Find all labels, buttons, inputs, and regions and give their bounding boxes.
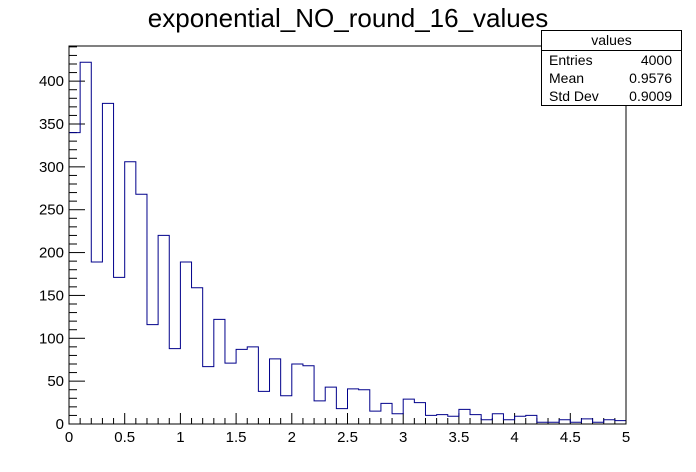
y-tick-label: 250 [39, 202, 64, 219]
x-tick-label: 4 [510, 429, 518, 446]
y-tick-label: 300 [39, 159, 64, 176]
x-tick-label: 2.5 [337, 429, 358, 446]
stats-value: 4000 [640, 52, 672, 68]
x-tick-label: 0.5 [114, 429, 135, 446]
x-tick-label: 4.5 [560, 429, 581, 446]
stats-box-title: values [542, 31, 681, 51]
y-tick-label: 150 [39, 287, 64, 304]
chart-title: exponential_NO_round_16_values [147, 3, 549, 33]
stats-label: Mean [549, 70, 585, 86]
plot-frame [68, 45, 627, 425]
x-tick-label: 3.5 [448, 429, 469, 446]
x-tick-label: 1 [176, 429, 184, 446]
stats-label: Entries [549, 52, 593, 68]
x-tick-label: 5 [622, 429, 630, 446]
x-tick-label: 3 [399, 429, 407, 446]
y-tick-label: 200 [39, 245, 64, 262]
y-tick-label: 350 [39, 116, 64, 133]
y-tick-label: 100 [39, 330, 64, 347]
stats-box: values Entries 4000 Mean 0.9576 Std Dev … [541, 30, 682, 106]
y-tick-label: 0 [56, 416, 64, 433]
stats-value: 0.9576 [629, 70, 672, 86]
x-tick-label: 1.5 [226, 429, 247, 446]
histogram-line [68, 61, 627, 424]
x-tick-label: 0 [65, 429, 73, 446]
y-tick-label: 50 [47, 373, 64, 390]
x-tick-label: 2 [288, 429, 296, 446]
axis-tick-labels: 0 0.5 1 1.5 2 2.5 3 3.5 4 4.5 50501001502002503003… [39, 73, 630, 446]
stats-label: Std Dev [549, 88, 599, 104]
y-tick-label: 400 [39, 73, 64, 90]
stats-row-entries: Entries 4000 [542, 51, 681, 69]
stats-value: 0.9009 [629, 88, 672, 104]
stats-row-stddev: Std Dev 0.9009 [542, 87, 681, 105]
stats-row-mean: Mean 0.9576 [542, 69, 681, 87]
